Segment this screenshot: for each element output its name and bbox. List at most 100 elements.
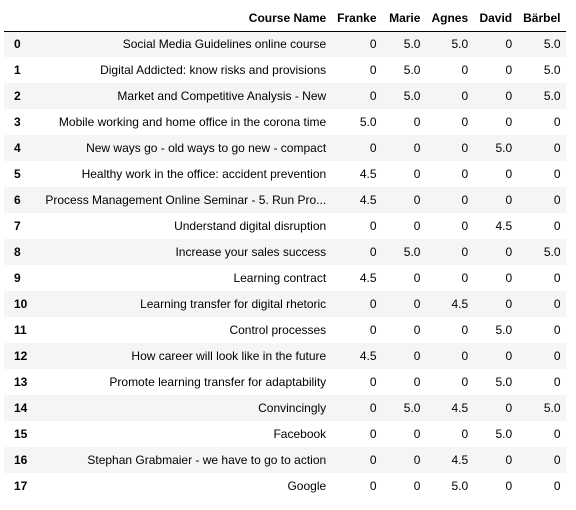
course-name-cell: Control processes <box>229 323 327 337</box>
rating-cell-david: 5.0 <box>495 375 513 389</box>
rating-cell-david: 0 <box>505 193 513 207</box>
rating-cell-agnes: 0 <box>461 193 469 207</box>
rating-cell-barbel: 5.0 <box>543 401 561 415</box>
row-index: 14 <box>14 401 28 415</box>
table-row: 8 Increase your sales success 0 5.0 0 0 5.0 <box>4 239 566 265</box>
rating-cell-agnes: 0 <box>461 375 469 389</box>
column-header-agnes: Agnes <box>425 6 474 32</box>
column-header-barbel: Bärbel <box>517 6 566 32</box>
course-name-cell: Stephan Grabmaier - we have to go to act… <box>87 453 327 467</box>
row-index: 1 <box>14 63 21 77</box>
rating-cell-marie: 0 <box>413 115 421 129</box>
rating-cell-barbel: 5.0 <box>543 63 561 77</box>
table-header: Course Name Franke Marie Agnes David Bärbel <box>4 6 566 32</box>
row-index: 11 <box>14 323 27 337</box>
rating-cell-barbel: 0 <box>553 141 561 155</box>
column-header-franke: Franke <box>331 6 383 32</box>
row-index: 10 <box>14 297 28 311</box>
course-name-cell: Learning transfer for digital rhetoric <box>140 297 327 311</box>
rating-cell-franke: 0 <box>369 63 377 77</box>
row-index: 7 <box>14 219 21 233</box>
rating-cell-barbel: 0 <box>553 427 561 441</box>
rating-cell-agnes: 4.5 <box>451 453 469 467</box>
row-index: 4 <box>14 141 21 155</box>
rating-cell-marie: 0 <box>413 141 421 155</box>
rating-cell-marie: 0 <box>413 349 421 363</box>
course-name-cell: Healthy work in the office: accident pre… <box>81 167 327 181</box>
table-row: 11 Control processes 0 0 0 5.0 0 <box>4 317 566 343</box>
rating-cell-barbel: 5.0 <box>543 89 561 103</box>
table-row: 13 Promote learning transfer for adaptabi… <box>4 369 566 395</box>
course-name-cell: Promote learning transfer for adaptabili… <box>109 375 327 389</box>
rating-cell-franke: 0 <box>369 401 377 415</box>
rating-cell-barbel: 0 <box>553 167 561 181</box>
row-index: 2 <box>14 89 21 103</box>
rating-cell-barbel: 0 <box>553 219 561 233</box>
rating-cell-agnes: 0 <box>461 245 469 259</box>
rating-cell-franke: 0 <box>369 89 377 103</box>
rating-cell-marie: 0 <box>413 297 421 311</box>
rating-cell-agnes: 0 <box>461 323 469 337</box>
index-header <box>4 6 36 32</box>
rating-cell-david: 0 <box>505 63 513 77</box>
rating-cell-marie: 5.0 <box>403 37 421 52</box>
rating-cell-agnes: 0 <box>461 349 469 363</box>
table-row: 15 Facebook 0 0 0 5.0 0 <box>4 421 566 447</box>
table-row: 6 Process Management Online Seminar - 5. … <box>4 187 566 213</box>
table-row: 12 How career will look like in the futur… <box>4 343 566 369</box>
rating-cell-franke: 0 <box>369 453 377 467</box>
course-name-cell: Understand digital disruption <box>174 219 327 233</box>
rating-cell-marie: 0 <box>413 193 421 207</box>
table-row: 10 Learning transfer for digital rhetoric… <box>4 291 566 317</box>
rating-cell-marie: 0 <box>413 375 421 389</box>
rating-cell-marie: 5.0 <box>403 63 421 77</box>
rating-cell-franke: 0 <box>369 479 377 493</box>
rating-cell-marie: 0 <box>413 167 421 181</box>
rating-cell-barbel: 0 <box>553 479 561 493</box>
rating-cell-david: 0 <box>505 401 513 415</box>
rating-cell-barbel: 0 <box>553 115 561 129</box>
course-ratings-table: Course Name Franke Marie Agnes David Bärbel 0… <box>4 6 566 499</box>
rating-cell-agnes: 0 <box>461 271 469 285</box>
rating-cell-david: 0 <box>505 167 513 181</box>
rating-cell-franke: 4.5 <box>359 167 377 181</box>
course-name-cell: Social Media Guidelines online course <box>122 37 327 52</box>
rating-cell-franke: 0 <box>369 219 377 233</box>
header-row: Course Name Franke Marie Agnes David Bärbel <box>4 6 566 32</box>
rating-cell-david: 0 <box>505 271 513 285</box>
table-row: 5 Healthy work in the office: accident pr… <box>4 161 566 187</box>
course-name-cell: Digital Addicted: know risks and provisi… <box>100 63 327 77</box>
rating-cell-marie: 0 <box>413 453 421 467</box>
row-index: 5 <box>14 167 21 181</box>
rating-cell-david: 0 <box>505 453 513 467</box>
table-row: 4 New ways go - old ways to go new - comp… <box>4 135 566 161</box>
rating-cell-agnes: 0 <box>461 167 469 181</box>
column-header-marie: Marie <box>382 6 426 32</box>
rating-cell-marie: 0 <box>413 219 421 233</box>
table-row: 7 Understand digital disruption 0 0 0 4.5 0 <box>4 213 566 239</box>
column-header-david: David <box>473 6 518 32</box>
rating-cell-franke: 0 <box>369 245 377 259</box>
rating-cell-barbel: 0 <box>553 271 561 285</box>
table-row: 16 Stephan Grabmaier - we have to go to a… <box>4 447 566 473</box>
row-index: 15 <box>14 427 28 441</box>
course-name-cell: Google <box>287 479 327 493</box>
table-row: 0 Social Media Guidelines online course 0 5… <box>4 31 566 57</box>
course-name-cell: Convincingly <box>258 401 327 415</box>
rating-cell-marie: 0 <box>413 271 421 285</box>
rating-cell-agnes: 0 <box>461 427 469 441</box>
rating-cell-agnes: 0 <box>461 63 469 77</box>
table-row: 9 Learning contract 4.5 0 0 0 0 <box>4 265 566 291</box>
rating-cell-david: 5.0 <box>495 141 513 155</box>
rating-cell-david: 0 <box>505 115 513 129</box>
table-row: 14 Convincingly 0 5.0 4.5 0 5.0 <box>4 395 566 421</box>
rating-cell-david: 0 <box>505 479 513 493</box>
rating-cell-franke: 0 <box>369 323 377 337</box>
rating-cell-agnes: 0 <box>461 115 469 129</box>
rating-cell-david: 0 <box>505 89 513 103</box>
row-index: 3 <box>14 115 21 129</box>
rating-cell-david: 0 <box>505 349 513 363</box>
rating-cell-marie: 5.0 <box>403 401 421 415</box>
course-name-cell: Process Management Online Seminar - 5. R… <box>45 193 327 207</box>
course-name-cell: How career will look like in the future <box>131 349 327 363</box>
